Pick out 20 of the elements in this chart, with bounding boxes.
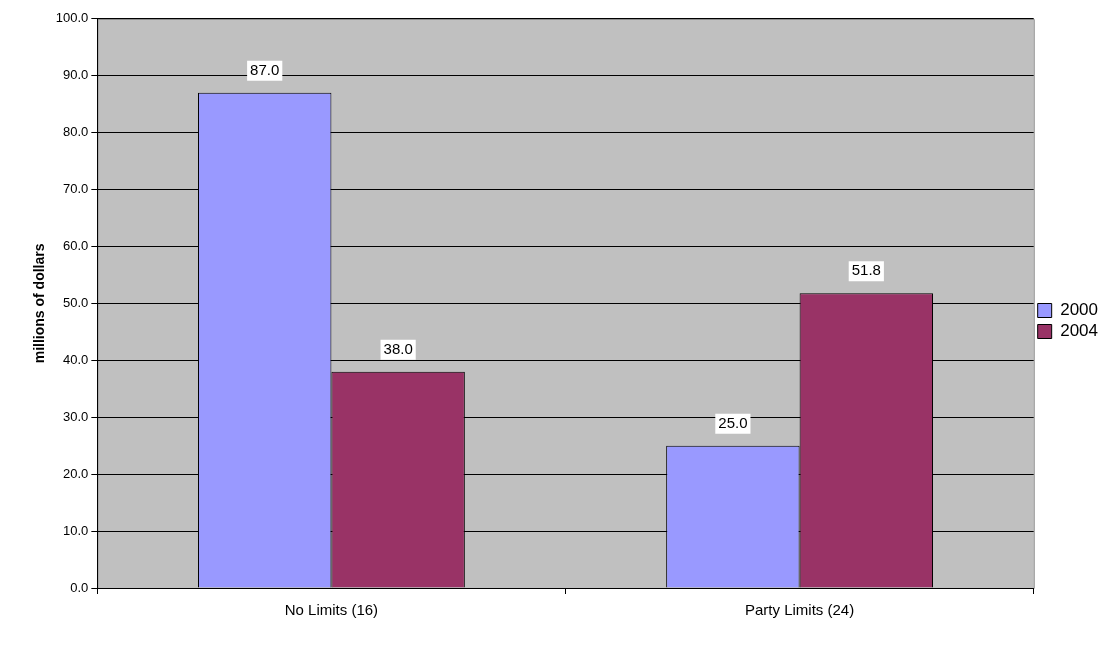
data-label: 87.0	[250, 60, 280, 78]
y-tick-label: 20.0	[63, 465, 89, 481]
y-tick-label: 10.0	[63, 522, 89, 538]
legend-label: 2000	[1060, 300, 1099, 320]
y-tick-label: 70.0	[63, 181, 89, 197]
y-tick-label: 50.0	[63, 294, 89, 310]
y-tick-label: 80.0	[63, 124, 89, 140]
data-label: 51.8	[851, 261, 881, 279]
y-tick-label: 60.0	[63, 238, 89, 254]
data-label: 38.0	[383, 339, 413, 357]
y-tick-label: 30.0	[63, 408, 89, 424]
x-tick-label: Party Limits (24)	[744, 601, 855, 619]
y-tick-label: 100.0	[55, 10, 89, 26]
y-tick-label: 40.0	[63, 351, 89, 367]
y-tick-label: 0.0	[70, 579, 89, 595]
x-tick-label: No Limits (16)	[284, 601, 379, 619]
data-label: 25.0	[718, 413, 748, 431]
y-axis-title: millions of dollars	[31, 243, 48, 364]
legend-label: 2004	[1060, 321, 1099, 341]
y-tick-label: 90.0	[63, 67, 89, 83]
